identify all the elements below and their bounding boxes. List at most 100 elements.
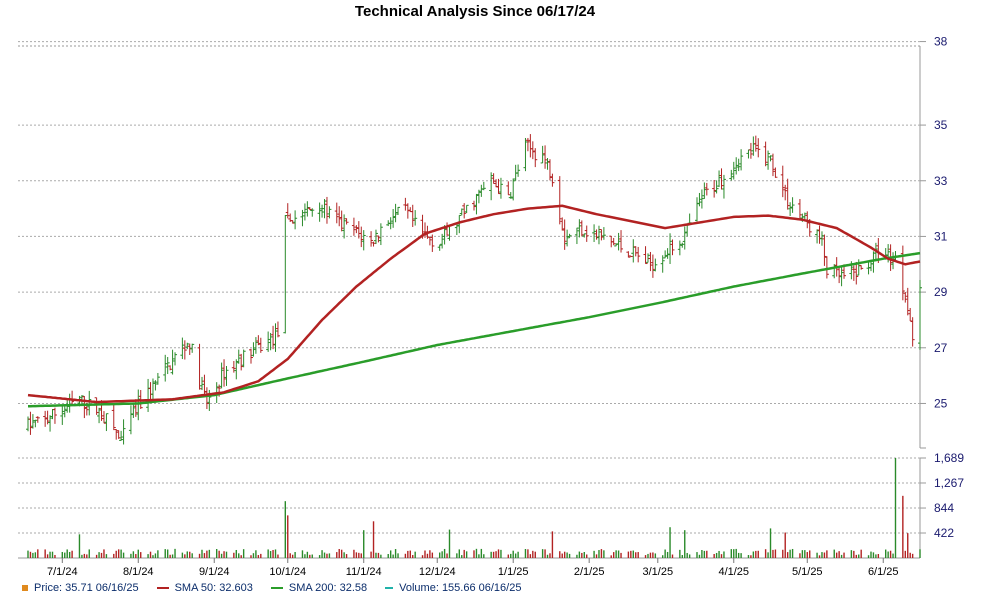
date-tick-label: 9/1/24: [199, 566, 230, 578]
ohlc-bar: [773, 167, 778, 178]
ohlc-bar: [540, 145, 545, 164]
ohlc-bar: [900, 245, 905, 301]
volume-tick-label: 422: [934, 526, 954, 540]
ohlc-bar: [131, 402, 136, 418]
volume-panel: 1,689 1,267 844 422: [18, 451, 964, 559]
ohlc-bar: [224, 365, 229, 386]
ohlc-bar: [498, 177, 503, 199]
ohlc-bar: [785, 178, 790, 210]
ohlc-bar: [545, 158, 550, 170]
ohlc-bar: [677, 240, 682, 256]
ohlc-bar: [258, 337, 263, 353]
ohlc-bar: [251, 342, 256, 357]
ohlc-bar: [819, 231, 824, 246]
price-tick-label: 35: [934, 118, 948, 132]
ohlc-bar: [293, 210, 298, 230]
ohlc-bar: [457, 214, 462, 234]
legend-price: Price: 35.71 06/16/25: [22, 582, 139, 594]
ohlc-bar: [768, 155, 773, 162]
ohlc-bar: [721, 174, 726, 199]
ohlc-bar: [369, 231, 374, 247]
ohlc-bar: [413, 210, 418, 226]
ohlc-bar: [324, 196, 329, 224]
ohlc-bar: [699, 189, 704, 209]
date-tick-label: 11/1/24: [346, 566, 382, 578]
ohlc-bar: [60, 404, 65, 425]
ohlc-bar: [599, 229, 604, 241]
ohlc-bar: [918, 280, 922, 351]
ohlc-bar: [489, 172, 494, 201]
ohlc-bar: [663, 250, 668, 259]
ohlc-bar: [543, 145, 548, 169]
ohlc-bar: [219, 362, 224, 389]
sma50-line: [27, 204, 921, 404]
ohlc-bar: [165, 357, 170, 375]
ohlc-bar: [236, 349, 241, 364]
ohlc-bar: [256, 335, 261, 346]
ohlc-bar: [533, 148, 538, 168]
ohlc-bar: [547, 159, 552, 181]
ohlc-bar: [751, 136, 756, 156]
chart-title: Technical Analysis Since 06/17/24: [355, 3, 596, 20]
volume-tick-label: 1,689: [934, 451, 964, 465]
ohlc-bar: [496, 178, 501, 195]
ohlc-bar: [763, 141, 768, 167]
ohlc-bar: [562, 219, 567, 250]
ohlc-bar: [567, 233, 572, 239]
ohlc-bar: [746, 149, 751, 159]
ohlc-bar: [511, 178, 516, 201]
price-tick-label: 29: [934, 285, 948, 299]
ohlc-bar: [579, 220, 584, 237]
ohlc-bar: [150, 378, 155, 402]
ohlc-bar: [354, 225, 359, 234]
date-tick-label: 1/1/25: [498, 566, 529, 578]
ohlc-bar: [628, 255, 633, 258]
ohlc-bar: [133, 399, 138, 417]
ohlc-bar: [714, 180, 719, 194]
ohlc-bar: [866, 262, 871, 275]
ohlc-bar: [582, 233, 587, 238]
chart-legend: Price: 35.71 06/16/25 SMA 50: 32.603 SMA…: [22, 580, 539, 596]
ohlc-bar: [753, 135, 758, 152]
ohlc-bar: [653, 258, 658, 272]
ohlc-bar: [508, 192, 513, 199]
ohlc-bar: [114, 429, 119, 440]
ohlc-bar: [822, 234, 827, 266]
ohlc-bar: [373, 229, 378, 245]
ohlc-bar: [472, 200, 476, 211]
ohlc-bar: [359, 226, 364, 248]
ohlc-bar: [859, 264, 864, 270]
ohlc-bar: [717, 170, 722, 188]
ohlc-bar: [687, 213, 692, 224]
ohlc-bar: [592, 224, 597, 243]
ohlc-bar: [682, 226, 687, 250]
ohlc-bar: [266, 331, 271, 352]
ohlc-bar: [148, 382, 153, 400]
ohlc-bar: [574, 227, 579, 245]
ohlc-bar: [310, 208, 315, 217]
ohlc-bar: [327, 206, 332, 219]
ohlc-bar: [702, 182, 707, 199]
ohlc-bar: [476, 189, 481, 204]
ohlc-bar: [231, 361, 236, 373]
ohlc-bar: [650, 254, 655, 278]
ohlc-bar: [506, 181, 511, 196]
ohlc-bar: [342, 214, 347, 239]
ohlc-bar: [903, 291, 908, 303]
ohlc-bar: [204, 387, 209, 410]
ohlc-bar: [462, 203, 467, 219]
ohlc-bar: [756, 138, 761, 158]
ohlc-bar: [633, 246, 638, 257]
sma200-swatch-icon: [270, 587, 283, 589]
ohlc-bar: [695, 197, 699, 222]
ohlc-bar: [173, 352, 178, 366]
ohlc-bar: [908, 307, 913, 322]
ohlc-bar: [464, 204, 469, 213]
ohlc-bar: [910, 317, 915, 347]
ohlc-bar: [481, 181, 486, 191]
ohlc-bar: [35, 416, 40, 423]
ohlc-bar: [180, 337, 185, 360]
ohlc-bar: [596, 225, 601, 245]
ohlc-bar: [668, 233, 673, 265]
ohlc-bar: [396, 206, 401, 215]
